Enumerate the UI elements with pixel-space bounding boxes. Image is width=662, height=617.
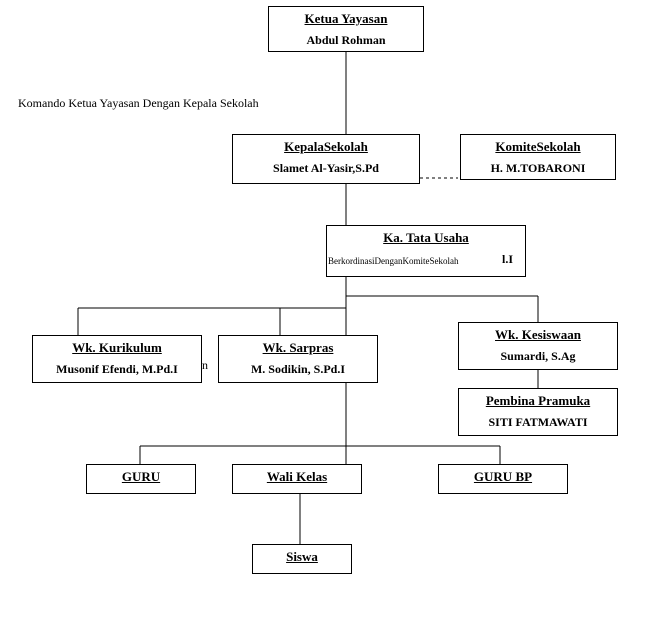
node-title: Ka. Tata Usaha — [331, 230, 521, 246]
node-sub: Musonif Efendi, M.Pd.I — [37, 362, 197, 377]
node-title: GURU — [91, 469, 191, 485]
node-wk-kesiswaan: Wk. Kesiswaan Sumardi, S.Ag — [458, 322, 618, 370]
node-sub: M. Sodikin, S.Pd.I — [223, 362, 373, 377]
node-title: KomiteSekolah — [465, 139, 611, 155]
node-sub: Sumardi, S.Ag — [463, 349, 613, 364]
node-title: Pembina Pramuka — [463, 393, 613, 409]
node-komite-sekolah: KomiteSekolah H. M.TOBARONI — [460, 134, 616, 180]
node-title: Wk. Kurikulum — [37, 340, 197, 356]
node-sub: SITI FATMAWATI — [463, 415, 613, 430]
connector-lines — [0, 0, 662, 617]
node-ka-tata-usaha: Ka. Tata Usaha l.I — [326, 225, 526, 277]
node-wk-kurikulum: Wk. Kurikulum Musonif Efendi, M.Pd.I — [32, 335, 202, 383]
node-ketua-yayasan: Ketua Yayasan Abdul Rohman — [268, 6, 424, 52]
node-title: Wk. Kesiswaan — [463, 327, 613, 343]
node-title: Wk. Sarpras — [223, 340, 373, 356]
node-sub: H. M.TOBARONI — [465, 161, 611, 175]
node-kepala-sekolah: KepalaSekolah Slamet Al-Yasir,S.Pd — [232, 134, 420, 184]
node-title: Siswa — [257, 549, 347, 565]
stray-text: n — [202, 358, 208, 373]
node-title: GURU BP — [443, 469, 563, 485]
node-sub: Slamet Al-Yasir,S.Pd — [237, 161, 415, 176]
node-wali-kelas: Wali Kelas — [232, 464, 362, 494]
node-sub: Abdul Rohman — [273, 33, 419, 47]
label-berkordinasi: BerkordinasiDenganKomiteSekolah — [328, 256, 458, 266]
node-wk-sarpras: Wk. Sarpras M. Sodikin, S.Pd.I — [218, 335, 378, 383]
node-guru: GURU — [86, 464, 196, 494]
node-title: Wali Kelas — [237, 469, 357, 485]
node-siswa: Siswa — [252, 544, 352, 574]
node-title: Ketua Yayasan — [273, 11, 419, 27]
label-komando: Komando Ketua Yayasan Dengan Kepala Seko… — [18, 96, 259, 111]
node-guru-bp: GURU BP — [438, 464, 568, 494]
node-pembina-pramuka: Pembina Pramuka SITI FATMAWATI — [458, 388, 618, 436]
node-title: KepalaSekolah — [237, 139, 415, 155]
